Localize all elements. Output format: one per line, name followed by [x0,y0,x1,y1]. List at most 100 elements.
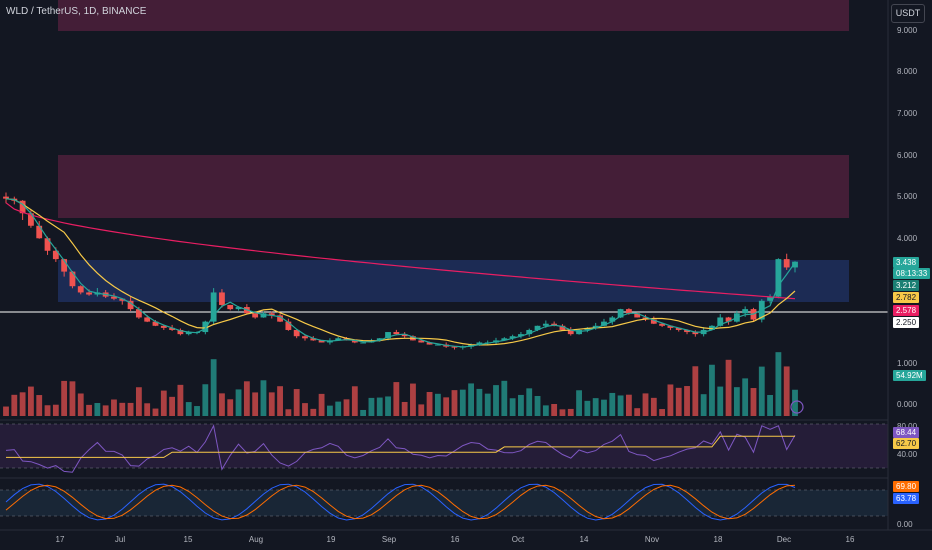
volume-bar [484,393,491,416]
volume-bar [709,364,715,416]
ma-slow-line [5,198,796,346]
red-zone-top [58,0,849,31]
volume-bar [493,385,499,416]
time-tick: 15 [183,535,193,544]
price-tick: 1.000 [897,359,918,368]
volume-bar [758,366,765,416]
volume-bar [792,389,798,416]
volume-bar [235,389,242,416]
volume-badge: 54.92M [893,370,926,381]
volume-bar [750,388,757,416]
candle [518,332,524,339]
chart-title: WLD / TetherUS, 1D, BINANCE [6,6,147,17]
candle [219,289,225,308]
candle [459,345,466,350]
candle [119,298,126,305]
volume-bar [675,387,682,416]
rsi-line [5,424,796,473]
candle [783,253,790,270]
candle [609,316,616,325]
price-tick: 8.000 [897,67,918,76]
time-tick: 17 [55,535,65,544]
stoch-d-line [5,484,796,520]
volume-bar [584,400,591,416]
candle [285,318,292,331]
volume-bar [210,359,217,416]
candle [36,221,43,239]
volume-bar [767,394,773,416]
volume-bar [368,397,375,416]
volume-bar [135,387,142,416]
currency-button[interactable]: USDT [891,4,925,23]
volume-bar [268,392,275,416]
volume-bar [592,398,599,416]
volume-bar [418,404,425,416]
volume-bar [127,402,134,416]
ma-fast-badge: 3.212 [893,280,920,291]
volume-bar [293,389,300,416]
countdown-badge: 08:13:33 [893,268,931,279]
candle [526,328,533,337]
stoch-k-badge: 69.80 [893,481,920,492]
candle [277,313,283,323]
volume-bar [11,394,18,416]
red-zone-mid [58,155,849,218]
volume-bar [52,404,59,416]
rsi-tick: 80.00 [897,422,917,431]
volume-bar [285,409,292,416]
price-tick: 7.000 [897,109,918,118]
ma-fast-line [5,198,796,348]
volume-bar [77,393,84,416]
candle [775,258,782,299]
price-tick: 4.000 [897,234,918,243]
volume-bar [717,386,724,416]
volume-bar [19,392,26,416]
candle [127,297,134,311]
ma-long-badge: 2.578 [893,305,920,316]
price-tick: 5.000 [897,192,918,201]
volume-bar [28,386,34,416]
volume-bar [459,389,466,416]
volume-bar [61,380,68,416]
volume-bar [119,402,126,416]
time-tick: Oct [511,535,525,544]
level-line-badge: 2.250 [893,317,920,328]
candle [767,294,773,304]
volume-bar [642,393,649,416]
volume-bar [169,396,176,416]
volume-bar [185,402,192,416]
volume-bar [376,397,383,416]
volume-bar [177,384,184,416]
candle [69,270,76,289]
volume-bar [542,405,549,416]
volume-bar [667,384,674,416]
candle [44,236,51,255]
price-tick: 6.000 [897,151,918,160]
volume-bar [534,395,541,416]
volume-bar [526,388,533,416]
volume-bar [385,396,391,416]
volume-bar [468,383,475,416]
candle [451,346,458,350]
candle [293,329,300,339]
time-tick: Jul [114,535,126,544]
rsi-band [0,424,888,468]
blue-zone [58,260,849,302]
volume-bar [559,409,566,416]
volume-bar [86,404,92,416]
time-tick: 16 [450,535,460,544]
candle [227,304,234,311]
volume-bar [111,399,117,416]
volume-bar [36,395,43,416]
volume-bar [326,405,333,416]
volume-bar [252,392,259,416]
candle [559,324,566,331]
price-tick: 0.000 [897,400,918,409]
volume-bar [318,393,325,416]
time-tick: Dec [776,535,792,544]
volume-bar [725,359,732,416]
volume-bar [625,394,632,416]
candle [252,313,259,319]
candle [19,200,26,220]
